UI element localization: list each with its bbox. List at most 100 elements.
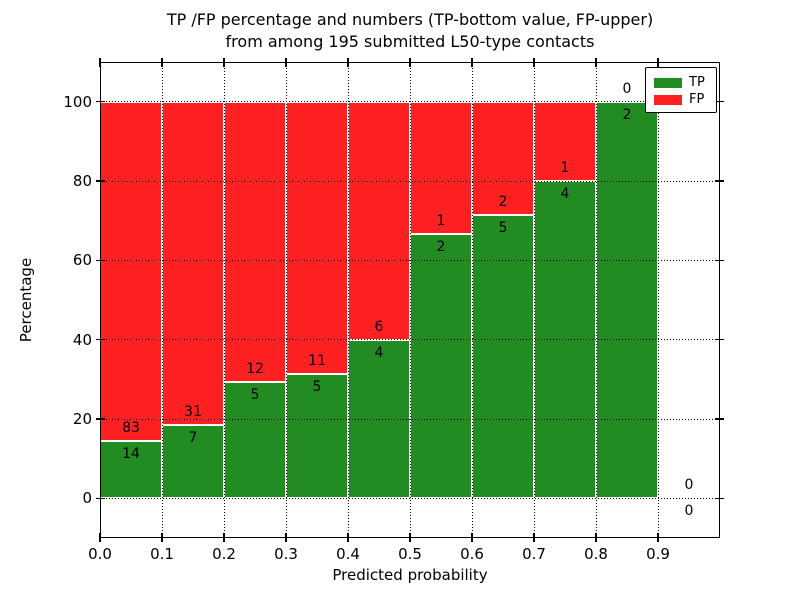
- bar-fp-segment: [286, 101, 348, 375]
- y-tick-mark-left: [96, 100, 105, 103]
- legend-fp-label: FP: [689, 92, 705, 107]
- y-tick-mark-left: [96, 418, 105, 420]
- x-tick-label: 0.2: [212, 545, 236, 563]
- tp-count-label: 2: [436, 238, 446, 255]
- gridline-x: [285, 62, 287, 538]
- x-tick-mark-top: [285, 58, 287, 67]
- legend-tp-swatch: [654, 77, 682, 88]
- y-tick-label: 60: [72, 251, 92, 270]
- x-tick-label: 0.0: [88, 545, 112, 563]
- x-tick-mark-bottom: [99, 533, 101, 542]
- tp-count-label: 5: [312, 379, 322, 396]
- chart-title-line1: TP /FP percentage and numbers (TP-bottom…: [166, 10, 654, 29]
- bar-tp-segment: [596, 101, 658, 499]
- chart-title: TP /FP percentage and numbers (TP-bottom…: [100, 9, 720, 53]
- bar-fp-segment: [472, 101, 534, 215]
- legend-fp-swatch: [654, 94, 682, 105]
- fp-count-label: 11: [308, 353, 326, 370]
- tp-count-label: 4: [374, 344, 384, 361]
- fp-count-label: 0: [684, 477, 694, 494]
- x-tick-mark-top: [657, 58, 659, 67]
- y-tick-mark-left: [96, 338, 105, 341]
- x-tick-label: 0.1: [150, 545, 174, 563]
- legend-tp-label: TP: [689, 75, 705, 90]
- x-tick-label: 0.8: [584, 545, 608, 563]
- bar-tp-segment: [472, 215, 534, 499]
- bar-fp-segment: [410, 101, 472, 234]
- gridline-x: [347, 62, 349, 538]
- bar-tp-segment: [162, 425, 224, 499]
- x-tick-mark-bottom: [471, 533, 473, 542]
- y-tick-mark-left: [96, 497, 105, 500]
- x-tick-mark-bottom: [285, 533, 287, 542]
- y-axis-label: Percentage: [17, 257, 35, 343]
- legend-entry-fp: FP: [654, 91, 716, 108]
- tp-count-label: 0: [684, 503, 694, 520]
- gridline-x: [533, 62, 535, 538]
- x-tick-mark-top: [409, 58, 411, 67]
- gridline-x: [657, 62, 659, 538]
- x-tick-mark-bottom: [347, 533, 349, 542]
- bar-fp-segment: [534, 101, 596, 181]
- chart-title-line2: from among 195 submitted L50-type contac…: [225, 32, 595, 51]
- fp-count-label: 1: [436, 212, 446, 229]
- gridline-x: [409, 62, 411, 538]
- gridline-x: [223, 62, 225, 538]
- x-tick-label: 0.7: [522, 545, 546, 563]
- fp-count-label: 83: [122, 420, 140, 437]
- x-tick-mark-top: [533, 58, 535, 67]
- y-tick-label: 0: [82, 489, 92, 508]
- tp-count-label: 5: [498, 220, 508, 236]
- tp-count-label: 7: [188, 430, 198, 447]
- legend-entry-tp: TP: [654, 74, 716, 91]
- fp-count-label: 12: [246, 360, 264, 377]
- x-tick-mark-bottom: [657, 533, 659, 542]
- fp-count-label: 6: [374, 318, 384, 335]
- tp-count-label: 14: [122, 446, 140, 463]
- x-tick-mark-top: [223, 58, 225, 67]
- y-tick-mark-right: [715, 497, 724, 500]
- x-tick-label: 0.6: [460, 545, 484, 563]
- x-tick-mark-top: [347, 58, 349, 67]
- y-tick-label: 80: [72, 172, 92, 190]
- y-tick-label: 100: [63, 92, 92, 111]
- gridline-x: [471, 62, 473, 538]
- bar-fp-segment: [100, 101, 162, 442]
- tp-count-label: 4: [560, 186, 570, 202]
- y-tick-mark-right: [715, 338, 724, 341]
- bar-fp-segment: [224, 101, 286, 382]
- x-tick-label: 0.4: [336, 545, 360, 563]
- tp-count-label: 2: [622, 106, 632, 123]
- x-tick-mark-bottom: [533, 533, 535, 542]
- x-tick-mark-bottom: [161, 533, 163, 542]
- gridline-x: [161, 62, 163, 538]
- x-tick-mark-bottom: [595, 533, 597, 542]
- y-tick-label: 40: [72, 330, 92, 349]
- y-tick-mark-right: [715, 418, 724, 420]
- y-tick-mark-right: [715, 180, 724, 182]
- tp-count-label: 5: [250, 386, 260, 403]
- fp-count-label: 31: [184, 404, 202, 421]
- bar-tp-segment: [286, 374, 348, 499]
- y-tick-mark-right: [715, 259, 724, 262]
- fp-count-label: 2: [498, 194, 508, 210]
- bar-fp-segment: [162, 101, 224, 426]
- x-tick-mark-bottom: [223, 533, 225, 542]
- fp-count-label: 1: [560, 160, 570, 176]
- x-tick-label: 0.5: [398, 545, 422, 563]
- x-tick-mark-top: [471, 58, 473, 67]
- y-tick-label: 20: [72, 410, 92, 428]
- x-tick-mark-top: [595, 58, 597, 67]
- x-tick-label: 0.9: [646, 545, 670, 563]
- x-tick-mark-top: [99, 58, 101, 67]
- fp-count-label: 0: [622, 80, 632, 97]
- legend: TP FP: [645, 67, 717, 113]
- x-axis-label: Predicted probability: [332, 566, 488, 584]
- bar-fp-segment: [348, 101, 410, 340]
- x-tick-mark-bottom: [409, 533, 411, 542]
- x-tick-mark-top: [161, 58, 163, 67]
- gridline-x: [595, 62, 597, 538]
- bar-tp-segment: [410, 233, 472, 499]
- y-tick-mark-left: [96, 259, 105, 262]
